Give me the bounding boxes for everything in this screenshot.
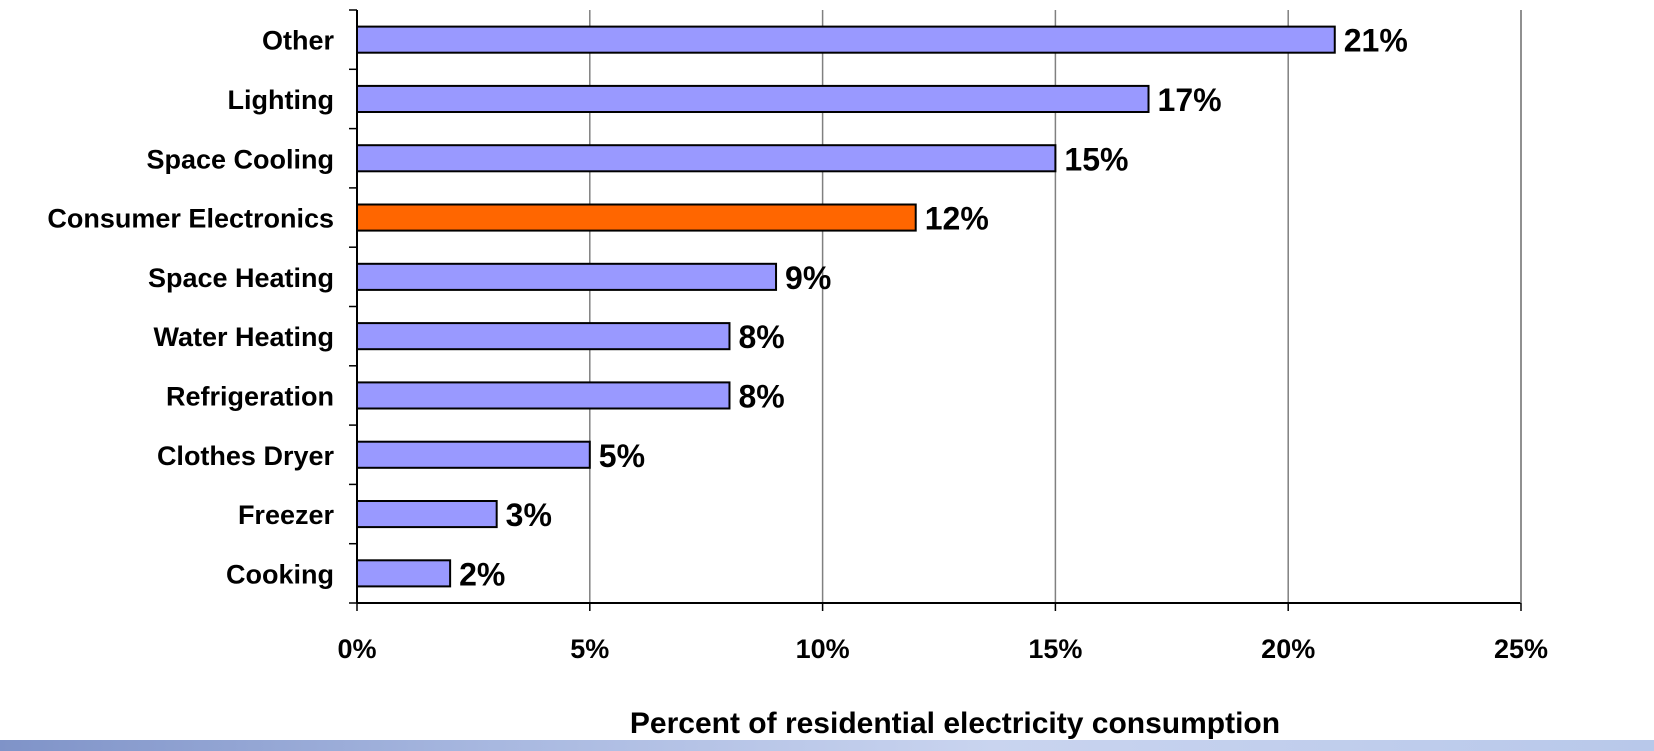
data-label: 8% [738,378,784,414]
data-label: 2% [459,556,505,592]
bar [356,262,778,291]
category-labels: Other Lighting Space Cooling Consumer Elect… [47,26,334,590]
category-label: Space Cooling [146,144,334,174]
data-label: 3% [506,497,552,533]
category-label: Freezer [238,500,335,530]
category-label: Lighting [228,85,334,115]
bar [356,440,591,469]
x-axis-title: Percent of residential electricity consu… [630,707,1280,740]
data-label: 9% [785,260,831,296]
x-tick-label: 20% [1261,634,1315,664]
category-label: Other [262,26,335,56]
data-labels: 21%17%15%12%9%8%8%5%3%2% [459,23,1408,593]
slide-footer-band [0,740,1654,751]
bar [356,84,1150,113]
bar [356,144,1057,173]
x-tick-label: 15% [1028,634,1082,664]
x-tick-label: 5% [570,634,609,664]
bar [356,500,498,529]
bar [356,381,731,410]
category-label: Consumer Electronics [47,204,334,234]
bar [356,559,452,588]
axes [349,9,1522,611]
data-label: 15% [1064,141,1128,177]
x-tick-labels: 0% 5% 10% 15% 20% 25% [337,634,1548,664]
category-label: Clothes Dryer [157,441,335,471]
x-tick-label: 25% [1494,634,1548,664]
x-tick-label: 0% [337,634,376,664]
category-label: Cooking [226,559,334,589]
data-label: 5% [599,438,645,474]
data-label: 21% [1344,23,1408,59]
x-tick-label: 10% [796,634,850,664]
category-label: Space Heating [148,263,334,293]
data-label: 12% [925,201,989,237]
category-label: Water Heating [153,322,334,352]
bar [356,322,731,351]
bar [356,25,1336,54]
bar [356,203,917,232]
data-label: 8% [738,319,784,355]
data-label: 17% [1158,82,1222,118]
category-label: Refrigeration [166,381,334,411]
